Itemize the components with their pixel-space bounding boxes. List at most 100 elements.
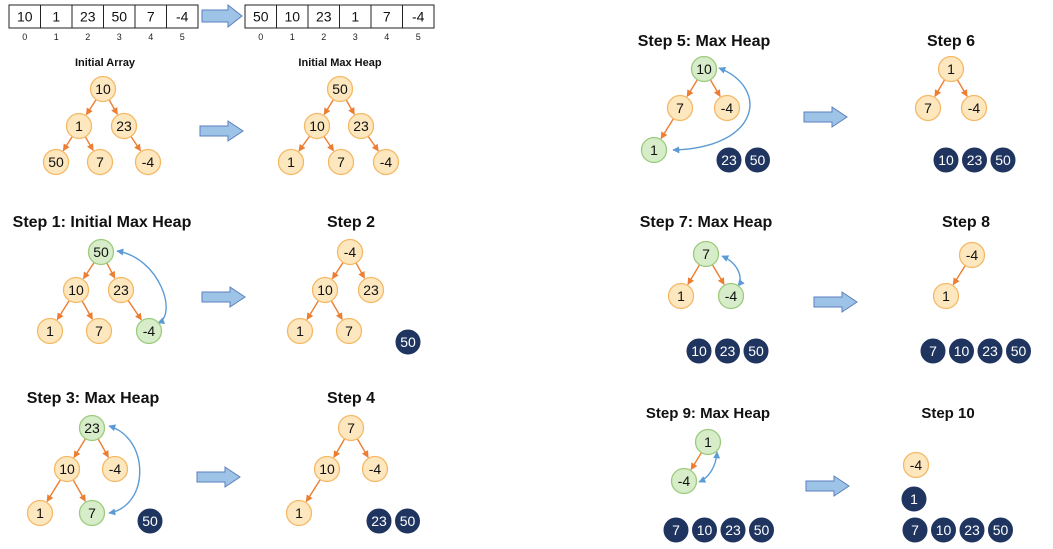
tree-node-value: 1 [46,323,54,339]
sorted-stack-s5: 23 50 [715,146,771,174]
sorted-node-value: 23 [964,522,980,538]
tree-node-value: 1 [704,434,712,450]
array-index-label: 2 [321,32,326,42]
tree-node [958,241,986,269]
sorted-node-value: 23 [721,152,737,168]
sorted-stack-s8: 7 10 23 50 [919,337,1032,365]
tree-node [277,148,305,176]
tree-node-value: -4 [380,154,393,170]
tree-edge [306,300,320,321]
tree-node [107,276,135,304]
swap-arrow-step-7 [721,255,745,287]
tree-edge [97,438,110,458]
sorted-node-value: 10 [691,343,707,359]
tree-edge [73,438,87,459]
tree-node [902,451,930,479]
tree-node-value: 1 [947,61,955,77]
array-index-label: 5 [416,32,421,42]
array-index-label: 3 [117,32,122,42]
title-step-7: Step 7: Max Heap [640,214,773,231]
tree-node-value: 7 [345,323,353,339]
block-arrow-initial [199,120,244,142]
tree-node-value: 23 [116,118,132,134]
sorted-node-value: 10 [697,522,713,538]
array-cell-value: 1 [52,9,60,25]
array-index-label: 2 [85,32,90,42]
tree-node-value: 50 [332,81,348,97]
sorted-node [662,516,690,544]
array-index-label: 3 [353,32,358,42]
tree-node [347,112,375,140]
tree-node [327,148,355,176]
sorted-node-value: 10 [938,152,954,168]
block-arrow-step-9 [805,475,850,497]
array-cell [166,4,199,29]
sorted-node [365,507,393,535]
array-index-label: 1 [290,32,295,42]
tree-node-value: 10 [309,118,325,134]
array-index-label: 4 [148,32,153,42]
tree-node-value: 10 [95,81,111,97]
sorted-node [961,146,988,174]
title-initial-max-heap: Initial Max Heap [298,57,381,69]
tree-edge [84,136,94,151]
title-step-2: Step 2 [327,214,375,231]
tree-node-value: 7 [702,246,710,262]
tree-node-value: 1 [295,505,303,521]
array-cell-value: 10 [284,9,300,25]
sorted-node-value: 7 [672,522,680,538]
sorted-node-value: 50 [995,152,1011,168]
tree-node [101,455,129,483]
block-arrow-step-3 [196,466,241,488]
tree-node-value: 7 [676,100,684,116]
tree-node-value: 1 [650,142,658,158]
tree-node [311,276,339,304]
swap-node [690,55,718,83]
tree-edge [709,79,721,97]
tree-edge [323,99,334,116]
tree-edge [298,135,311,152]
array-cell [402,4,435,29]
block-arrow-step-5 [803,106,848,128]
array-cell-value: 10 [17,9,33,25]
sorted-stack-s9: 7 10 23 50 [662,516,775,544]
tree-node [666,94,694,122]
tree-node-value: 7 [924,100,932,116]
block-arrow-step-7 [813,291,858,313]
tree-edge [130,136,142,152]
array-cell-value: 50 [111,9,127,25]
sorted-node [932,146,960,174]
sorted-node [748,516,775,544]
heap-array-table: 50 0 10 1 23 2 1 3 7 4 -4 5 [244,4,435,42]
tree-edge [711,264,725,286]
sorted-stack-s4: 23 50 [365,507,421,535]
title-step-3: Step 3: Max Heap [27,390,160,407]
swap-node [640,136,668,164]
tree-edge [367,135,379,152]
sorted-node [1005,337,1032,365]
tree-node-value: -4 [725,288,738,304]
tree-edge [355,262,366,279]
swap-arrow-step-1 [116,248,167,324]
tree-node-value: 50 [48,154,64,170]
tree-node [932,282,960,310]
tree-edge [106,262,116,279]
swap-node [135,317,163,345]
sorted-node [919,337,947,365]
tree-node [53,455,81,483]
tree-node [372,148,400,176]
tree-node-value: 7 [88,505,96,521]
sorted-node [930,516,957,544]
tree-initial: 10 1 23 50 7 -4 [42,75,162,176]
sorted-node [394,328,422,356]
tree-node-value: 23 [353,118,369,134]
swap-arrow-step-9 [698,451,721,483]
sorted-node-value: 50 [1011,343,1027,359]
tree-edge [956,79,968,97]
sorted-node-value: 23 [982,343,998,359]
tree-s8: -4 1 [932,241,986,310]
tree-s9: 1 -4 [670,428,722,495]
initial-array-table: 10 0 1 1 23 2 50 3 7 4 -4 5 [8,4,199,42]
